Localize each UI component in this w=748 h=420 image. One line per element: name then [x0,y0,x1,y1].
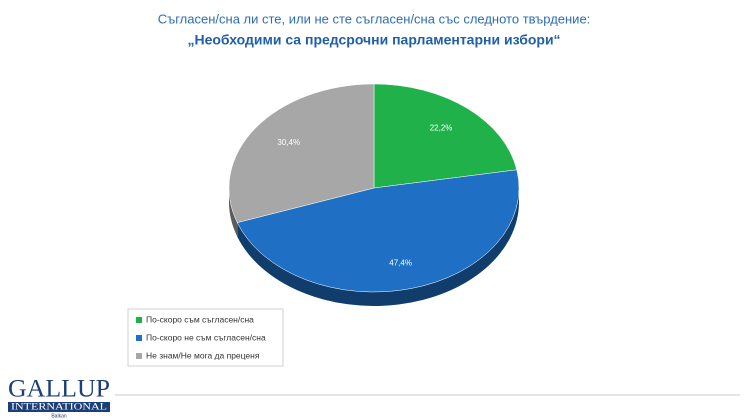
chart-subtitle: „Необходими са предсрочни парламентарни … [187,32,560,48]
pie-slice [228,83,375,223]
legend-swatch [136,353,142,359]
pie-slice [373,83,518,189]
chart-title: Съгласен/сна ли сте, или не сте съгласен… [158,11,591,26]
logo-sub: INTERNATIONAL [11,402,107,412]
data-label: 47,4% [389,259,412,268]
legend-label: Не знам/Не мога да преценя [146,350,260,360]
slice-side [229,188,238,237]
legend-swatch [136,317,142,323]
data-label: 30,4% [277,138,300,147]
logo-band [8,402,110,412]
legend-box [127,308,284,367]
logo-name: GALLUP [8,376,110,403]
legend-label: По-скоро не съм съгласен/сна [146,332,266,342]
legend-swatch [136,335,142,341]
pie-slice [236,169,520,293]
data-label: 22,2% [430,123,453,132]
legend-label: По-скоро съм съгласен/сна [146,314,254,324]
logo-region: Balkan [51,413,67,419]
